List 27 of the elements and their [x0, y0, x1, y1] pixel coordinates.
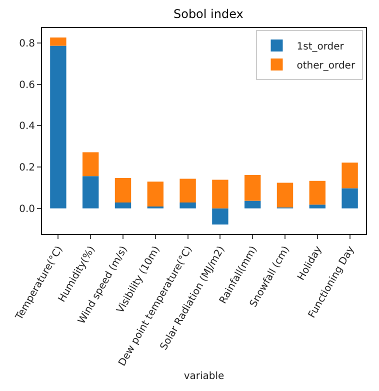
bar — [212, 208, 228, 224]
bar — [82, 152, 99, 176]
x-axis-title: variable — [184, 370, 224, 382]
bar — [180, 202, 196, 208]
y-tick-label: 0.0 — [19, 204, 35, 215]
y-tick-label: 0.4 — [19, 121, 35, 132]
y-tick-label: 0.6 — [19, 80, 35, 91]
bar — [276, 182, 294, 208]
bar — [212, 180, 228, 208]
bar — [342, 188, 358, 208]
y-tick-label: 0.2 — [19, 162, 35, 174]
bar — [50, 46, 66, 208]
bar — [244, 200, 261, 208]
bar — [82, 176, 99, 208]
bar — [114, 202, 132, 208]
y-tick-label: 0.8 — [19, 38, 35, 50]
chart-title: Sobol index — [173, 7, 244, 22]
bar — [342, 162, 358, 188]
bar — [309, 180, 326, 205]
bar — [114, 178, 132, 203]
bar — [244, 175, 261, 201]
legend-label: 1st_order — [296, 41, 345, 52]
legend-label: other_order — [296, 60, 356, 72]
bar — [180, 178, 196, 203]
bar — [309, 204, 326, 208]
bar — [50, 38, 66, 46]
bar — [147, 182, 164, 206]
